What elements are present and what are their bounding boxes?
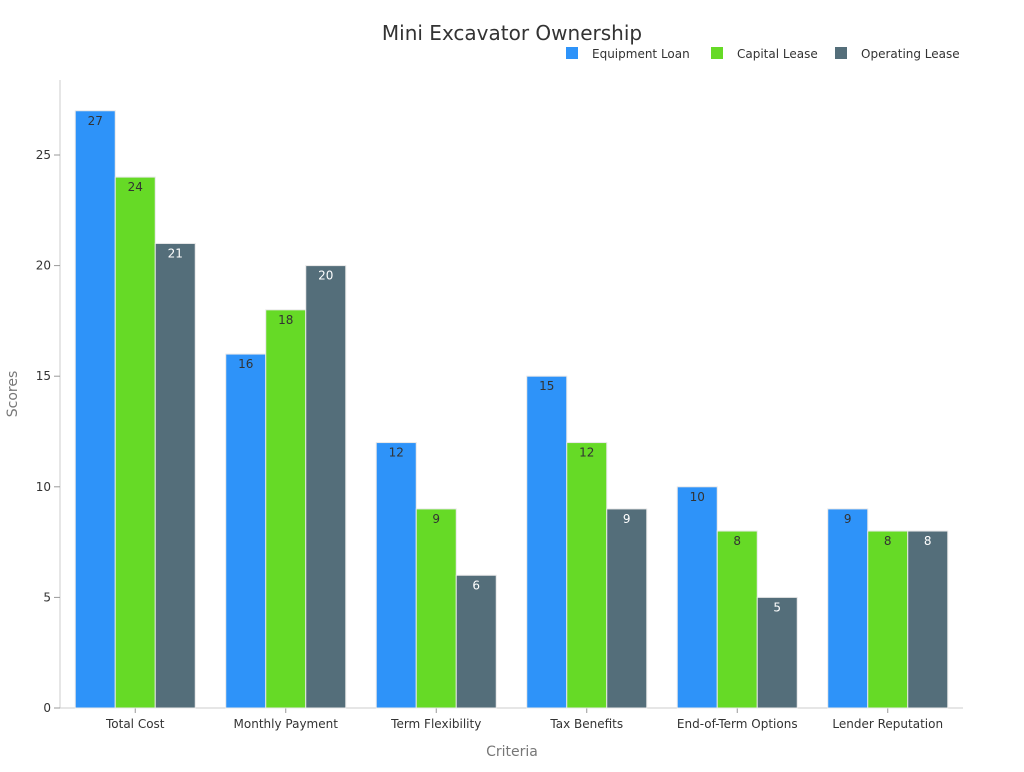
y-tick-label: 0 <box>43 701 51 715</box>
y-tick-label: 5 <box>43 590 51 604</box>
bar <box>265 309 307 709</box>
y-tick-label: 25 <box>36 148 51 162</box>
bar <box>114 176 156 709</box>
legend-label: Operating Lease <box>861 47 960 61</box>
bar-value-label: 12 <box>579 446 594 460</box>
bar <box>154 242 196 709</box>
bar <box>375 442 417 709</box>
x-axis-label: Criteria <box>486 744 538 760</box>
bar <box>606 508 648 709</box>
bar-value-label: 12 <box>389 446 404 460</box>
legend-label: Equipment Loan <box>592 47 690 61</box>
bar-value-label: 6 <box>472 578 480 592</box>
x-tick-label: Total Cost <box>105 717 165 731</box>
x-tick-label: End-of-Term Options <box>677 717 798 731</box>
bar-value-label: 27 <box>88 114 103 128</box>
y-axis-label: Scores <box>5 371 21 418</box>
y-tick-label: 15 <box>36 369 51 383</box>
bar <box>415 508 457 709</box>
legend-swatch <box>835 47 847 59</box>
bar <box>455 574 497 709</box>
legend-swatch <box>566 47 578 59</box>
bar <box>225 353 267 709</box>
bar-value-label: 15 <box>539 379 554 393</box>
legend: Equipment Loan Capital Lease Operating Lea… <box>566 47 960 61</box>
bar <box>526 375 568 709</box>
bar-value-label: 8 <box>733 534 741 548</box>
x-tick-label: Monthly Payment <box>234 717 339 731</box>
bar-value-label: 21 <box>168 246 183 260</box>
bar-value-label: 5 <box>773 600 781 614</box>
y-tick-label: 20 <box>36 259 51 273</box>
plot-area: 0 5 10 15 20 25 Total Cost 27 24 21 Monthly Paymen… <box>36 80 963 731</box>
x-tick-label: Lender Reputation <box>832 717 943 731</box>
bar-value-label: 9 <box>844 512 852 526</box>
bar <box>305 265 347 709</box>
bar-value-label: 18 <box>278 313 293 327</box>
chart-title: Mini Excavator Ownership <box>382 21 642 45</box>
bar <box>827 508 869 709</box>
legend-label: Capital Lease <box>737 47 818 61</box>
x-tick-label: Term Flexibility <box>390 717 481 731</box>
x-tick-label: Tax Benefits <box>549 717 623 731</box>
bar <box>716 530 758 709</box>
bar <box>867 530 909 709</box>
bar-value-label: 9 <box>432 512 440 526</box>
bar-value-label: 8 <box>924 534 932 548</box>
bar <box>566 442 608 709</box>
bar-value-label: 16 <box>238 357 253 371</box>
bar <box>74 110 116 709</box>
bar <box>907 530 949 709</box>
bar-value-label: 10 <box>690 490 705 504</box>
bar <box>676 486 718 709</box>
bar-value-label: 24 <box>128 180 143 194</box>
bar <box>756 596 798 709</box>
bar-value-label: 8 <box>884 534 892 548</box>
bar-value-label: 9 <box>623 512 631 526</box>
bar-value-label: 20 <box>318 269 333 283</box>
legend-swatch <box>711 47 723 59</box>
y-tick-label: 10 <box>36 480 51 494</box>
